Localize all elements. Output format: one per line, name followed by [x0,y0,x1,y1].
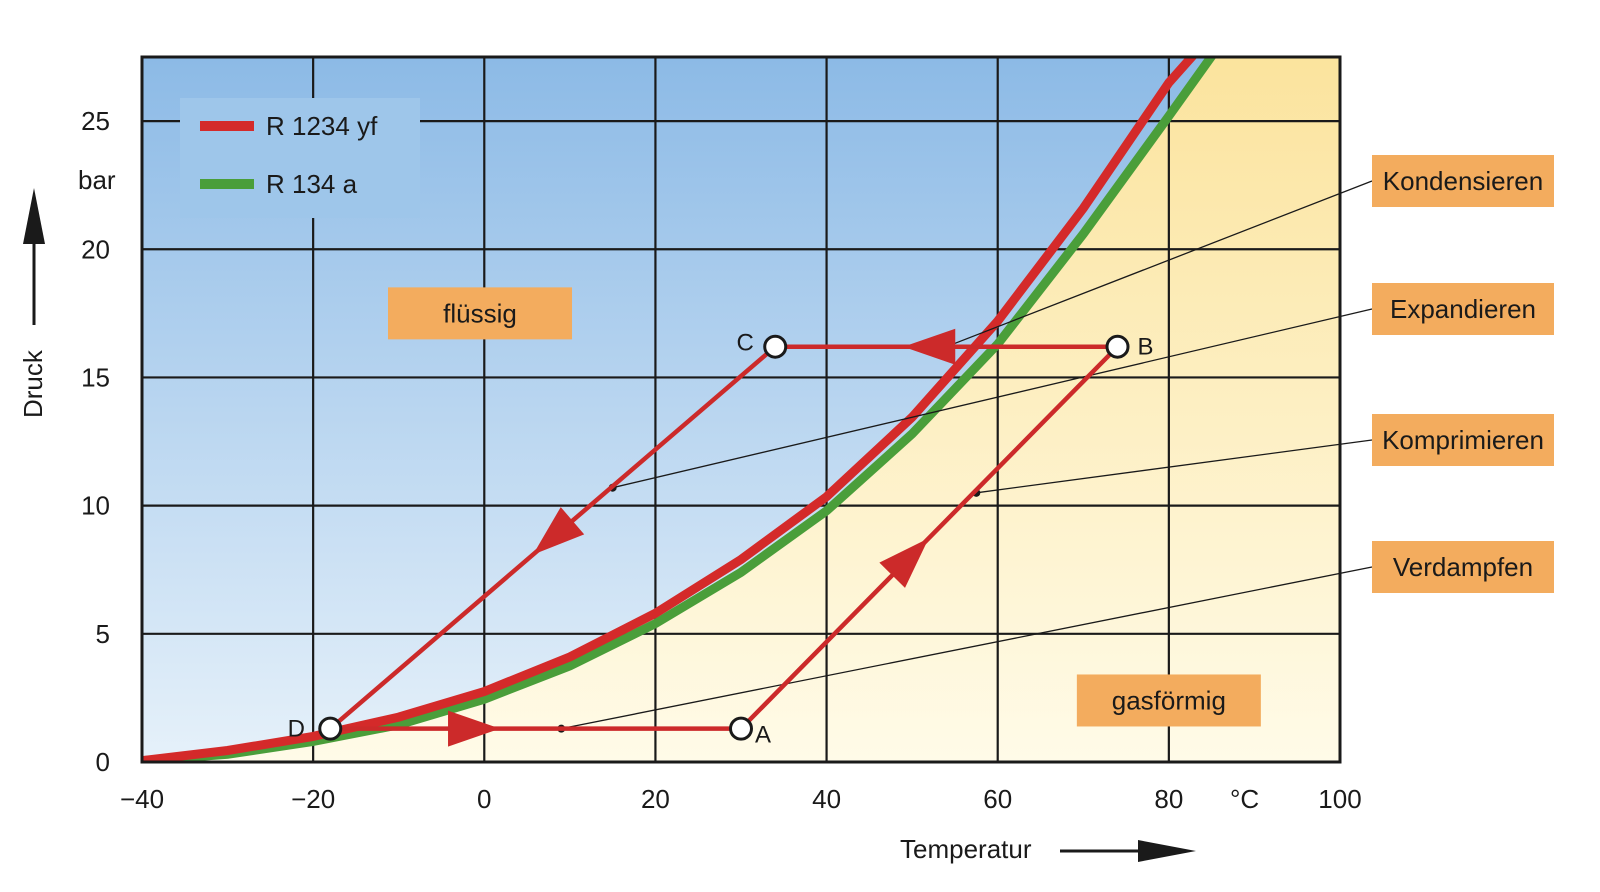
y-tick-labels: 0 5 10 15 20 25 [81,106,110,777]
cycle-points: A B C D [288,330,1154,749]
cycle-point-label: D [288,716,305,743]
process-labels: Kondensieren Expandieren Komprimieren Verda… [1372,155,1554,593]
leader-line [612,308,1373,489]
y-tick-label: 0 [96,747,110,777]
leader-line [946,180,1373,348]
x-tick-label: 40 [812,784,841,814]
cycle-point-b [1105,334,1130,359]
x-axis-label: Temperatur [900,834,1032,864]
plot-frame [140,55,1342,764]
process-label-box [1372,283,1554,335]
process-label-box [1372,541,1554,593]
x-tick-label: 20 [641,784,670,814]
y-unit-label: bar [78,165,116,195]
x-axis-annotation: °C Temperatur [900,784,1259,864]
legend-background [180,98,420,218]
cycle-arrow [533,507,585,555]
x-tick-label: 80 [1154,784,1183,814]
x-tick-label: 0 [477,784,491,814]
cycle-point-d [318,716,343,741]
cycle-arrow [879,538,929,588]
region-label-box [1076,674,1261,727]
region-labels: flüssig gasförmig [388,287,1261,727]
gas-region-background [142,57,1340,762]
process-label-box [1372,414,1554,466]
refrigeration-cycle [328,328,1120,747]
x-unit-label: °C [1230,784,1259,814]
legend-entry-r1234yf: R 1234 yf [266,111,378,141]
process-label: Verdampfen [1393,552,1533,582]
x-tick-label: −40 [120,784,164,814]
x-tick-label: 60 [983,784,1012,814]
cycle-segment [739,345,1120,731]
leader-line [561,566,1373,730]
y-axis-arrow-head [23,188,45,244]
process-label-box [1372,155,1554,207]
cycle-arrow [448,710,501,747]
x-axis-arrow-head [1138,840,1196,862]
region-label: flüssig [443,298,517,328]
legend-entry-r134a: R 134 a [266,169,358,199]
cycle-arrow [903,328,956,365]
region-label-box [388,287,573,340]
process-label: Kondensieren [1383,166,1543,196]
cycle-point-label: B [1138,334,1154,361]
y-tick-label: 15 [81,362,110,392]
y-axis-annotation: bar Druck [18,165,116,418]
x-tick-labels: −40 −20 0 20 40 60 80 100 [120,784,1362,814]
x-tick-label: 100 [1318,784,1361,814]
region-label: gasförmig [1112,685,1226,715]
cycle-point-a [729,716,753,741]
legend: R 1234 yf R 134 a [180,98,420,218]
cycle-point-label: A [755,722,771,749]
x-tick-label: −20 [291,784,335,814]
y-axis-label: Druck [18,349,48,418]
y-tick-label: 25 [81,106,110,136]
leader-line [976,439,1373,494]
y-tick-label: 10 [81,491,110,521]
process-label: Expandieren [1390,294,1536,324]
cycle-point-c [763,334,788,359]
y-tick-label: 5 [96,619,110,649]
process-label: Komprimieren [1382,425,1544,455]
y-tick-label: 20 [81,234,110,264]
cycle-point-label: C [737,330,754,357]
